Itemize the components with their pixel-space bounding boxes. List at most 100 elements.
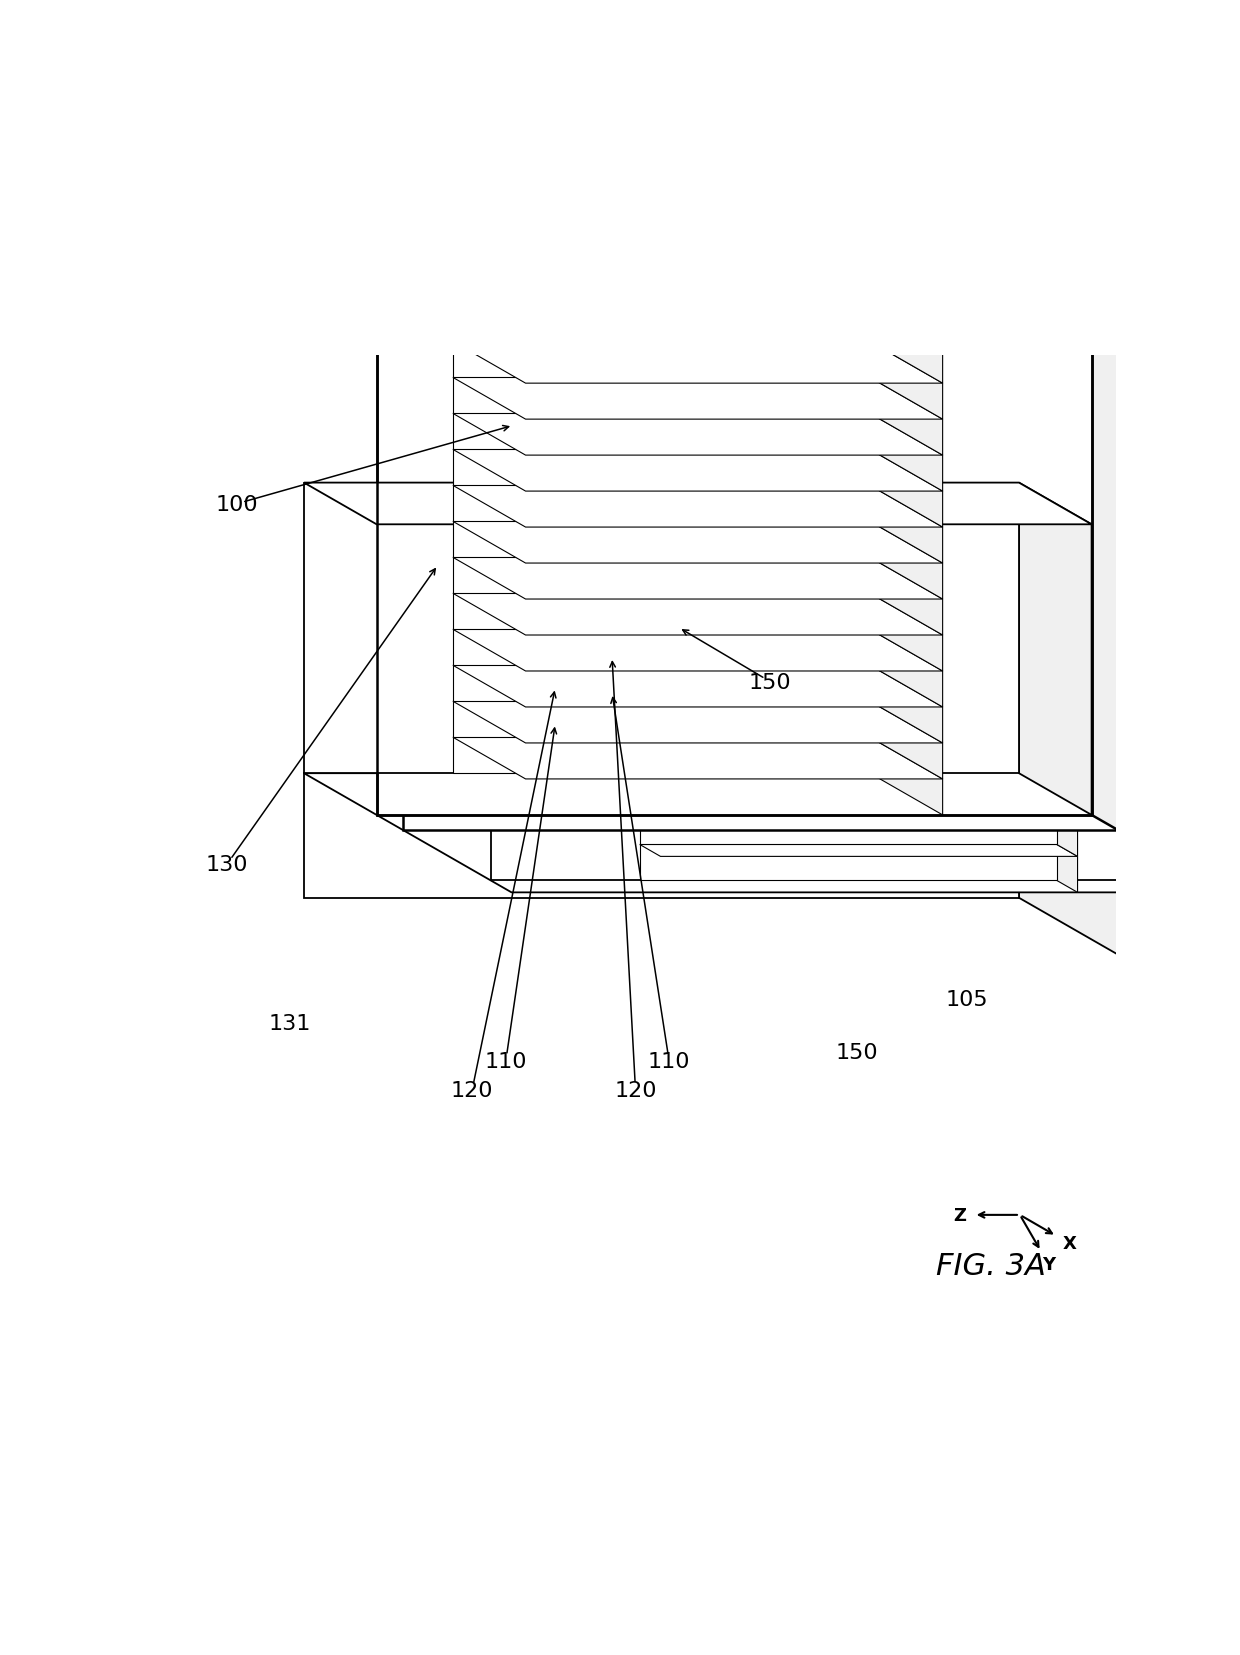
- Polygon shape: [304, 483, 1091, 525]
- Polygon shape: [1117, 293, 1205, 880]
- Polygon shape: [453, 738, 942, 780]
- Text: 120: 120: [451, 1081, 494, 1101]
- Polygon shape: [491, 591, 1226, 602]
- Polygon shape: [870, 665, 942, 743]
- Polygon shape: [304, 775, 1019, 899]
- Polygon shape: [640, 665, 1056, 702]
- Polygon shape: [640, 414, 1078, 425]
- Polygon shape: [453, 343, 942, 384]
- Polygon shape: [1056, 592, 1078, 640]
- Polygon shape: [453, 270, 942, 313]
- Polygon shape: [640, 629, 1056, 665]
- Polygon shape: [640, 736, 1078, 750]
- Polygon shape: [640, 485, 1056, 521]
- Polygon shape: [453, 306, 942, 348]
- Text: FIG. 3A: FIG. 3A: [936, 1251, 1047, 1281]
- Polygon shape: [304, 775, 1226, 892]
- Polygon shape: [1056, 736, 1078, 784]
- Polygon shape: [491, 591, 1205, 880]
- Polygon shape: [640, 773, 1078, 784]
- Polygon shape: [453, 521, 942, 564]
- Polygon shape: [453, 558, 870, 594]
- Polygon shape: [1056, 485, 1078, 533]
- Polygon shape: [1056, 773, 1078, 821]
- Polygon shape: [640, 665, 1078, 677]
- Polygon shape: [453, 702, 870, 738]
- Polygon shape: [640, 809, 1078, 821]
- Polygon shape: [870, 414, 942, 492]
- Polygon shape: [453, 665, 942, 708]
- Polygon shape: [1019, 483, 1091, 816]
- Polygon shape: [870, 558, 942, 636]
- Polygon shape: [1056, 414, 1078, 462]
- Polygon shape: [640, 450, 1078, 462]
- Polygon shape: [640, 629, 1078, 640]
- Polygon shape: [870, 702, 942, 780]
- Polygon shape: [453, 343, 870, 379]
- Polygon shape: [1056, 846, 1078, 892]
- Polygon shape: [453, 450, 942, 492]
- Polygon shape: [453, 665, 870, 702]
- Polygon shape: [640, 377, 1056, 414]
- Polygon shape: [1056, 521, 1078, 569]
- Polygon shape: [453, 306, 870, 343]
- Text: X: X: [1063, 1235, 1076, 1253]
- Polygon shape: [453, 558, 942, 599]
- Polygon shape: [453, 594, 942, 636]
- Polygon shape: [870, 594, 942, 672]
- Polygon shape: [453, 450, 870, 487]
- Polygon shape: [453, 738, 870, 775]
- Polygon shape: [640, 702, 1056, 736]
- Polygon shape: [1056, 665, 1078, 713]
- Polygon shape: [870, 487, 942, 564]
- Polygon shape: [870, 738, 942, 816]
- Polygon shape: [377, 278, 1091, 816]
- Text: 130: 130: [206, 854, 248, 874]
- Text: 150: 150: [749, 672, 791, 692]
- Polygon shape: [640, 592, 1056, 629]
- Polygon shape: [453, 379, 870, 414]
- Polygon shape: [453, 631, 870, 665]
- Polygon shape: [640, 450, 1056, 485]
- Text: 105: 105: [946, 990, 988, 1010]
- Polygon shape: [870, 306, 942, 384]
- Polygon shape: [640, 414, 1056, 450]
- Polygon shape: [640, 846, 1056, 880]
- Polygon shape: [870, 270, 942, 348]
- Polygon shape: [453, 487, 942, 528]
- Polygon shape: [453, 631, 942, 672]
- Text: 110: 110: [647, 1051, 691, 1071]
- Polygon shape: [377, 278, 1117, 293]
- Polygon shape: [640, 736, 1056, 773]
- Text: 131: 131: [268, 1013, 311, 1033]
- Polygon shape: [403, 293, 1205, 343]
- Polygon shape: [1056, 629, 1078, 677]
- Polygon shape: [1056, 702, 1078, 750]
- Polygon shape: [640, 485, 1078, 496]
- Polygon shape: [1056, 377, 1078, 425]
- Polygon shape: [640, 773, 1056, 809]
- Polygon shape: [453, 521, 870, 558]
- Text: Z: Z: [954, 1206, 966, 1225]
- Text: 110: 110: [485, 1051, 527, 1071]
- Polygon shape: [640, 377, 1078, 389]
- Polygon shape: [1019, 775, 1226, 1018]
- Polygon shape: [640, 809, 1056, 846]
- Polygon shape: [640, 558, 1056, 592]
- Polygon shape: [453, 414, 870, 450]
- Polygon shape: [1205, 591, 1226, 892]
- Text: 120: 120: [614, 1081, 657, 1101]
- Polygon shape: [1056, 450, 1078, 496]
- Polygon shape: [870, 450, 942, 528]
- Polygon shape: [453, 594, 870, 631]
- Polygon shape: [1056, 809, 1078, 857]
- Polygon shape: [453, 702, 942, 743]
- Polygon shape: [403, 293, 1117, 831]
- Polygon shape: [640, 558, 1078, 569]
- Polygon shape: [304, 483, 1019, 775]
- Polygon shape: [453, 379, 942, 420]
- Polygon shape: [453, 414, 942, 455]
- Text: 100: 100: [216, 495, 258, 515]
- Polygon shape: [453, 270, 870, 306]
- Polygon shape: [870, 343, 942, 420]
